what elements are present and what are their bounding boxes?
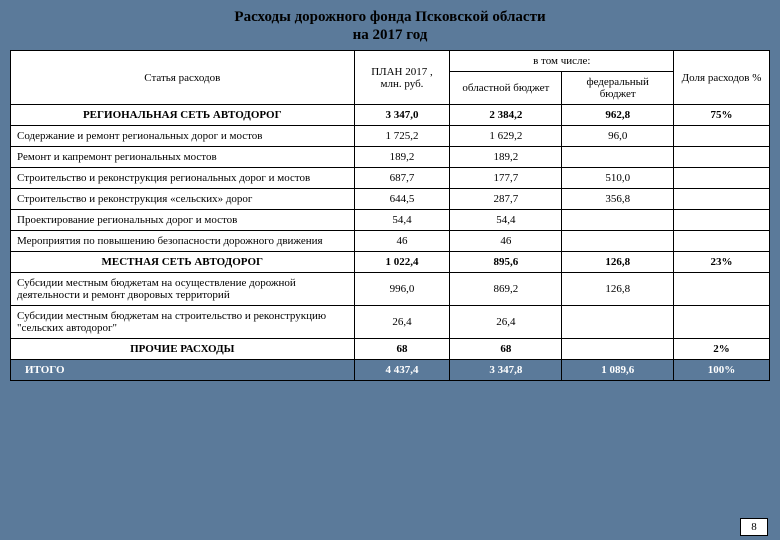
row-plan: 189,2	[354, 147, 450, 168]
table-row: Содержание и ремонт региональных дорог и…	[11, 126, 770, 147]
section-federal	[562, 339, 674, 360]
row-name: Строительство и реконструкция региональн…	[11, 168, 355, 189]
row-federal	[562, 210, 674, 231]
row-regional: 177,7	[450, 168, 562, 189]
row-regional: 869,2	[450, 273, 562, 306]
page-title: Расходы дорожного фонда Псковской област…	[10, 8, 770, 44]
table-row: Субсидии местным бюджетам на осуществлен…	[11, 273, 770, 306]
col-share-header: Доля расходов %	[674, 51, 770, 105]
page-number: 8	[740, 518, 768, 536]
row-share	[674, 126, 770, 147]
row-regional: 287,7	[450, 189, 562, 210]
section-name: МЕСТНАЯ СЕТЬ АВТОДОРОГ	[11, 252, 355, 273]
row-plan: 54,4	[354, 210, 450, 231]
total-federal: 1 089,6	[562, 360, 674, 381]
title-line-2: на 2017 год	[353, 27, 428, 43]
col-plan-header: ПЛАН 2017 , млн. руб.	[354, 51, 450, 105]
row-plan: 687,7	[354, 168, 450, 189]
row-federal	[562, 147, 674, 168]
col-federal-header: федеральный бюджет	[562, 72, 674, 105]
row-share	[674, 273, 770, 306]
row-share	[674, 210, 770, 231]
row-share	[674, 168, 770, 189]
section-plan: 3 347,0	[354, 105, 450, 126]
row-federal	[562, 306, 674, 339]
section-regional: 895,6	[450, 252, 562, 273]
row-name: Ремонт и капремонт региональных мостов	[11, 147, 355, 168]
section-row: ПРОЧИЕ РАСХОДЫ68682%	[11, 339, 770, 360]
row-name: Мероприятия по повышению безопасности до…	[11, 231, 355, 252]
row-plan: 644,5	[354, 189, 450, 210]
section-name: ПРОЧИЕ РАСХОДЫ	[11, 339, 355, 360]
row-name: Содержание и ремонт региональных дорог и…	[11, 126, 355, 147]
section-regional: 2 384,2	[450, 105, 562, 126]
section-regional: 68	[450, 339, 562, 360]
section-name: РЕГИОНАЛЬНАЯ СЕТЬ АВТОДОРОГ	[11, 105, 355, 126]
section-plan: 1 022,4	[354, 252, 450, 273]
section-plan: 68	[354, 339, 450, 360]
row-federal	[562, 231, 674, 252]
col-including-header: в том числе:	[450, 51, 674, 72]
row-name: Субсидии местным бюджетам на осуществлен…	[11, 273, 355, 306]
section-row: МЕСТНАЯ СЕТЬ АВТОДОРОГ1 022,4895,6126,82…	[11, 252, 770, 273]
table-row: Мероприятия по повышению безопасности до…	[11, 231, 770, 252]
row-name: Строительство и реконструкция «сельских»…	[11, 189, 355, 210]
total-regional: 3 347,8	[450, 360, 562, 381]
section-federal: 962,8	[562, 105, 674, 126]
row-federal: 356,8	[562, 189, 674, 210]
row-share	[674, 306, 770, 339]
row-share	[674, 189, 770, 210]
table-row: Субсидии местным бюджетам на строительст…	[11, 306, 770, 339]
section-share: 2%	[674, 339, 770, 360]
section-row: РЕГИОНАЛЬНАЯ СЕТЬ АВТОДОРОГ3 347,02 384,…	[11, 105, 770, 126]
table-row: Строительство и реконструкция региональн…	[11, 168, 770, 189]
section-share: 75%	[674, 105, 770, 126]
total-plan: 4 437,4	[354, 360, 450, 381]
section-federal: 126,8	[562, 252, 674, 273]
row-name: Проектирование региональных дорог и мост…	[11, 210, 355, 231]
total-name: ИТОГО	[11, 360, 355, 381]
row-federal: 126,8	[562, 273, 674, 306]
row-regional: 54,4	[450, 210, 562, 231]
row-share	[674, 147, 770, 168]
row-share	[674, 231, 770, 252]
table-row: Строительство и реконструкция «сельских»…	[11, 189, 770, 210]
col-regional-header: областной бюджет	[450, 72, 562, 105]
total-row: ИТОГО4 437,43 347,81 089,6100%	[11, 360, 770, 381]
title-line-1: Расходы дорожного фонда Псковской област…	[234, 9, 545, 25]
total-share: 100%	[674, 360, 770, 381]
row-regional: 26,4	[450, 306, 562, 339]
row-plan: 46	[354, 231, 450, 252]
row-regional: 189,2	[450, 147, 562, 168]
section-share: 23%	[674, 252, 770, 273]
row-federal: 96,0	[562, 126, 674, 147]
row-federal: 510,0	[562, 168, 674, 189]
col-article-header: Статья расходов	[11, 51, 355, 105]
row-plan: 996,0	[354, 273, 450, 306]
row-regional: 1 629,2	[450, 126, 562, 147]
table-row: Проектирование региональных дорог и мост…	[11, 210, 770, 231]
row-plan: 1 725,2	[354, 126, 450, 147]
row-plan: 26,4	[354, 306, 450, 339]
table-row: Ремонт и капремонт региональных мостов18…	[11, 147, 770, 168]
expenses-table: Статья расходов ПЛАН 2017 , млн. руб. в …	[10, 50, 770, 381]
row-name: Субсидии местным бюджетам на строительст…	[11, 306, 355, 339]
row-regional: 46	[450, 231, 562, 252]
